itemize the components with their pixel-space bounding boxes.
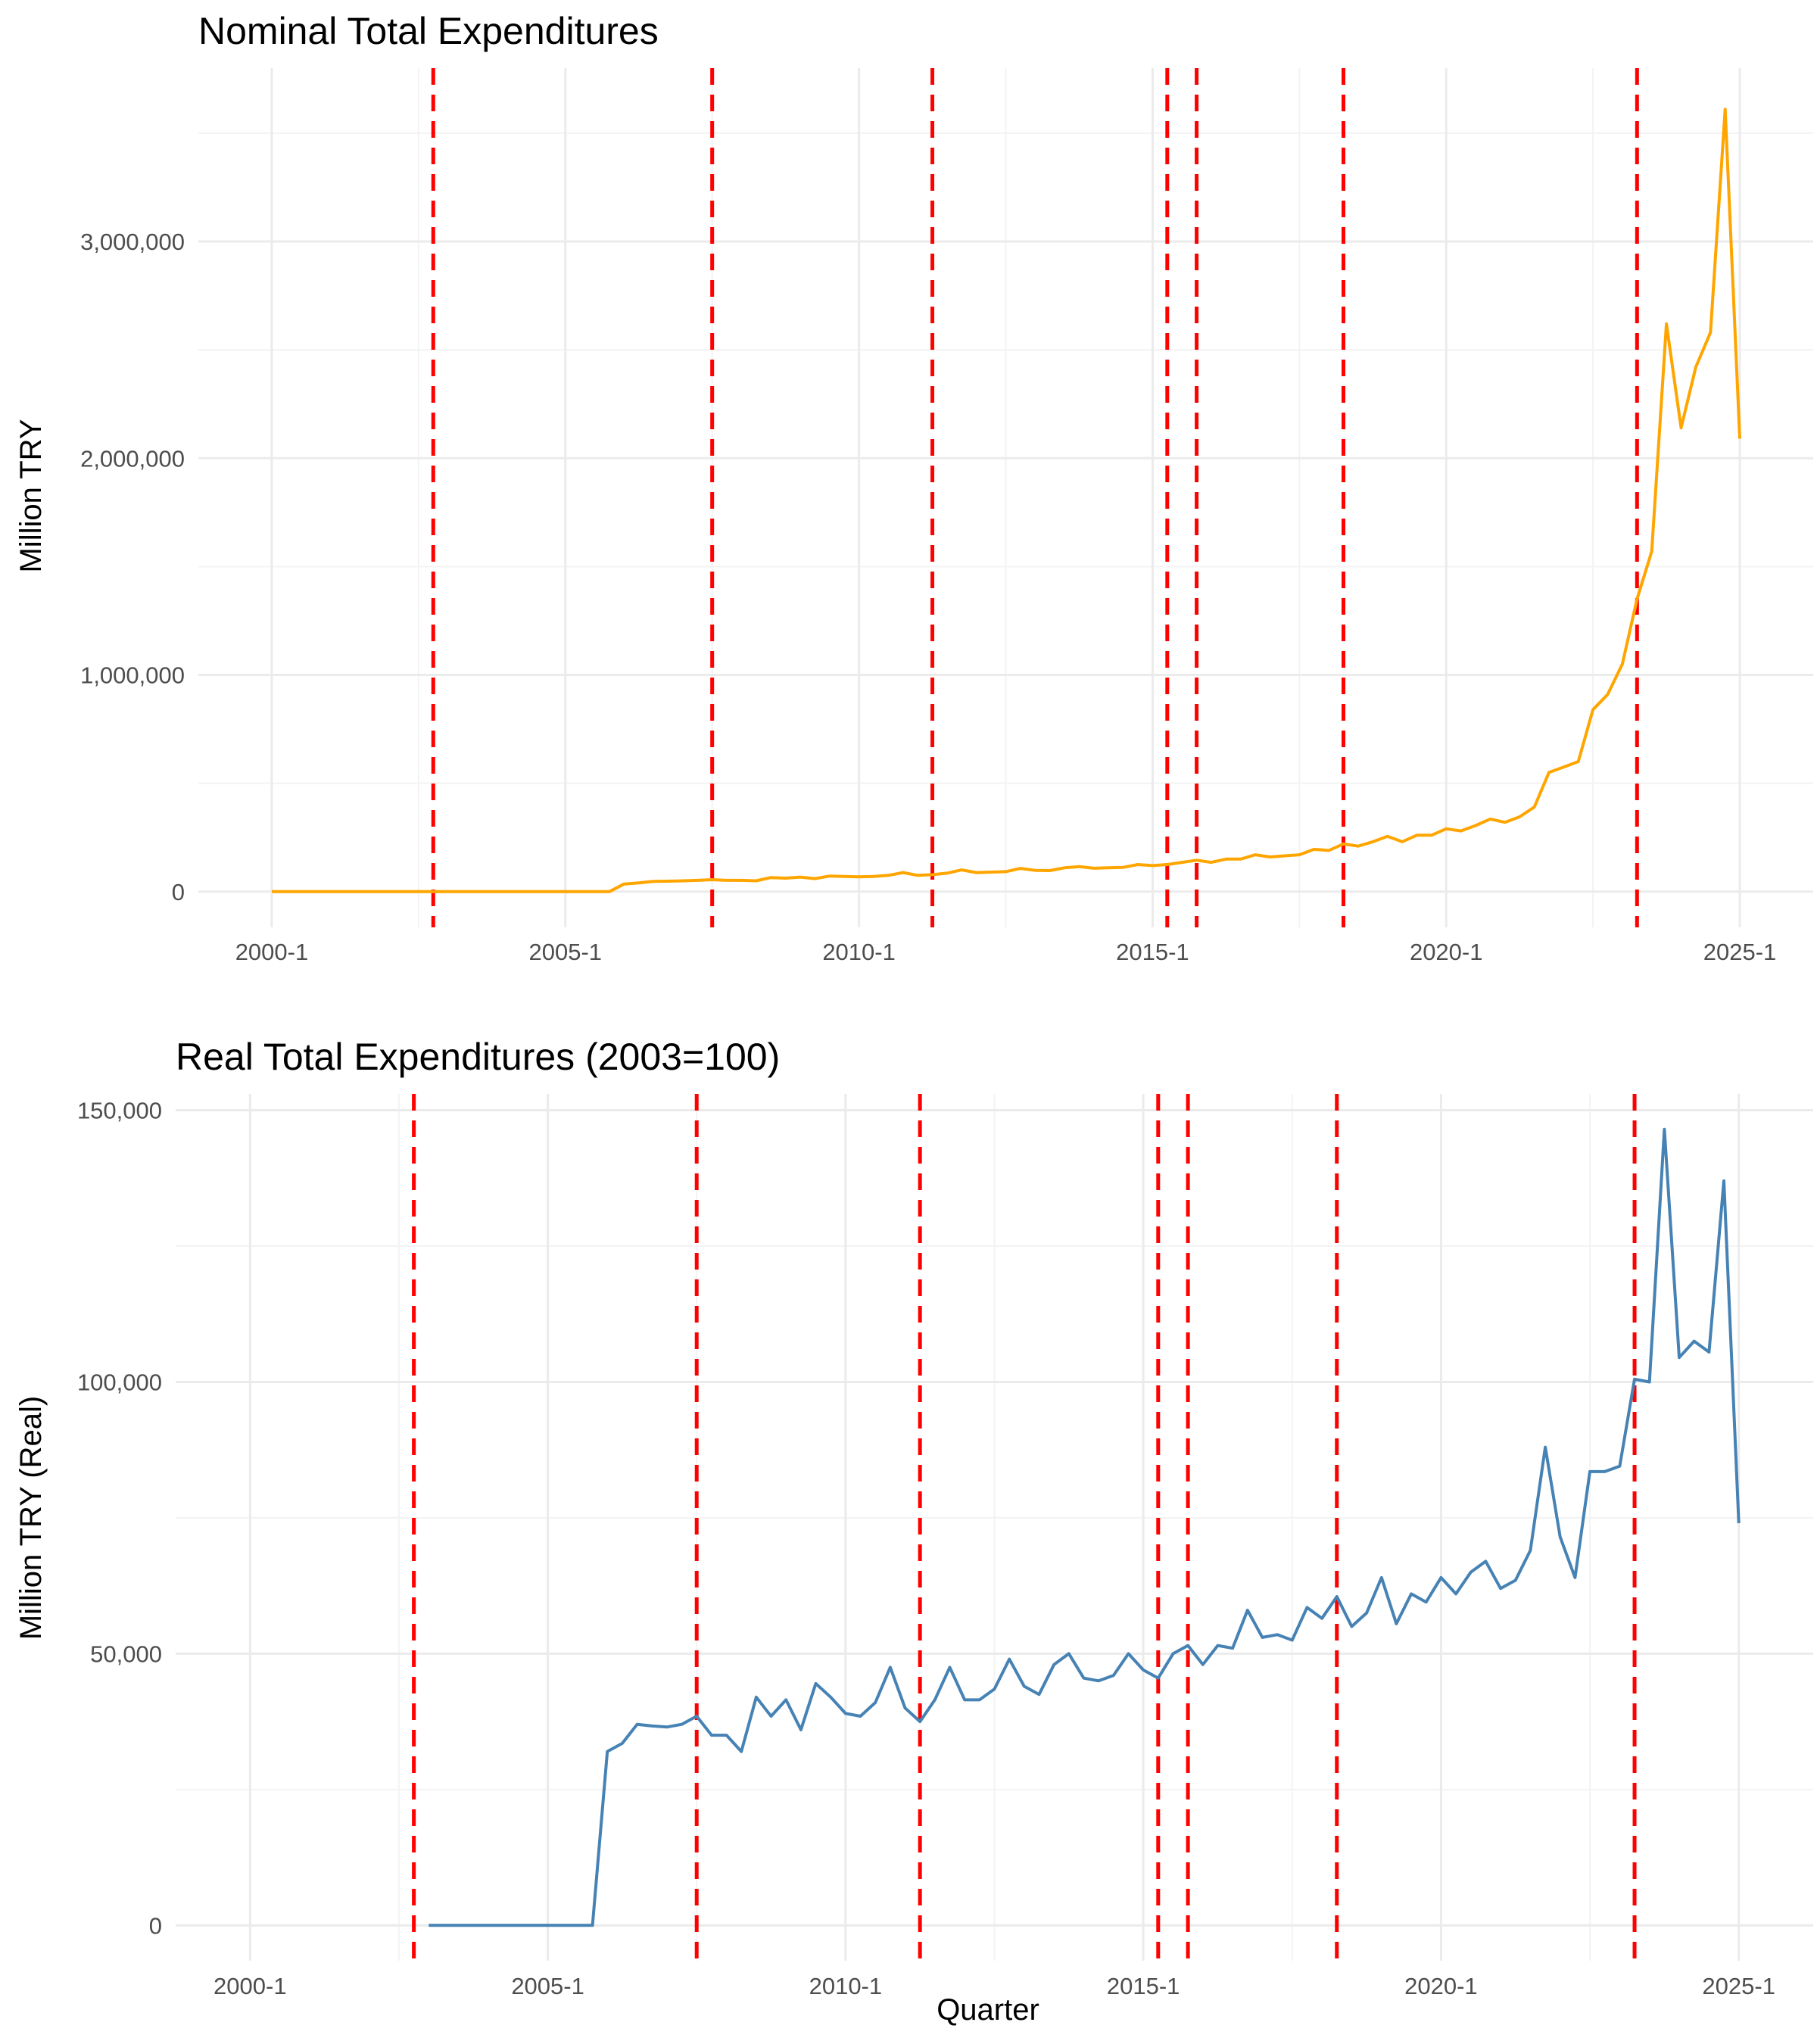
real-x-axis-title: Quarter (937, 1993, 1039, 2027)
real-y-tick-label: 150,000 (77, 1098, 162, 1124)
real-gridlines (176, 1094, 1813, 1961)
nominal-panel: 0 1,000,000 2,000,000 3,000,000 2000-1 2005-… (14, 10, 1813, 965)
real-series-line (429, 1127, 1741, 1927)
nominal-x-tick-label: 2010-1 (822, 939, 896, 965)
real-event-lines (412, 1094, 1637, 1961)
real-y-tick-label: 100,000 (77, 1369, 162, 1395)
nominal-x-tick-label: 2005-1 (529, 939, 603, 965)
real-series (429, 1127, 1741, 1927)
nominal-chart-title: Nominal Total Expenditures (198, 10, 659, 52)
real-y-tick-labels: 0 50,000 100,000 150,000 (77, 1098, 162, 1940)
nominal-series (272, 107, 1741, 893)
real-x-tick-label: 2010-1 (809, 1973, 883, 1999)
real-y-tick-label: 0 (149, 1912, 162, 1939)
real-y-axis-title: Million TRY (Real) (14, 1396, 48, 1640)
real-x-tick-label: 2020-1 (1404, 1973, 1478, 1999)
nominal-y-tick-labels: 0 1,000,000 2,000,000 3,000,000 (80, 229, 185, 905)
nominal-x-tick-label: 2020-1 (1410, 939, 1483, 965)
nominal-y-tick-label: 1,000,000 (80, 662, 185, 689)
real-x-tick-label: 2005-1 (511, 1973, 584, 1999)
real-x-tick-label: 2000-1 (213, 1973, 287, 1999)
real-panel: 0 50,000 100,000 150,000 2000-1 2005-1 2010-1… (14, 1036, 1813, 2027)
nominal-series-line (272, 107, 1741, 893)
real-x-tick-label: 2015-1 (1107, 1973, 1180, 1999)
real-x-tick-labels: 2000-1 2005-1 2010-1 2015-1 2020-1 2025-1 (213, 1973, 1775, 1999)
nominal-y-tick-label: 0 (172, 879, 185, 905)
real-chart-title: Real Total Expenditures (2003=100) (176, 1036, 780, 1078)
nominal-y-tick-label: 3,000,000 (80, 229, 185, 255)
nominal-x-tick-label: 2015-1 (1116, 939, 1189, 965)
nominal-x-tick-label: 2025-1 (1703, 939, 1777, 965)
real-x-tick-label: 2025-1 (1702, 1973, 1775, 1999)
nominal-y-tick-label: 2,000,000 (80, 445, 185, 472)
nominal-y-axis-title: Million TRY (14, 419, 48, 572)
nominal-x-tick-label: 2000-1 (235, 939, 309, 965)
nominal-x-tick-labels: 2000-1 2005-1 2010-1 2015-1 2020-1 2025-1 (235, 939, 1777, 965)
real-y-tick-label: 50,000 (90, 1640, 162, 1667)
nominal-event-lines (431, 68, 1639, 927)
